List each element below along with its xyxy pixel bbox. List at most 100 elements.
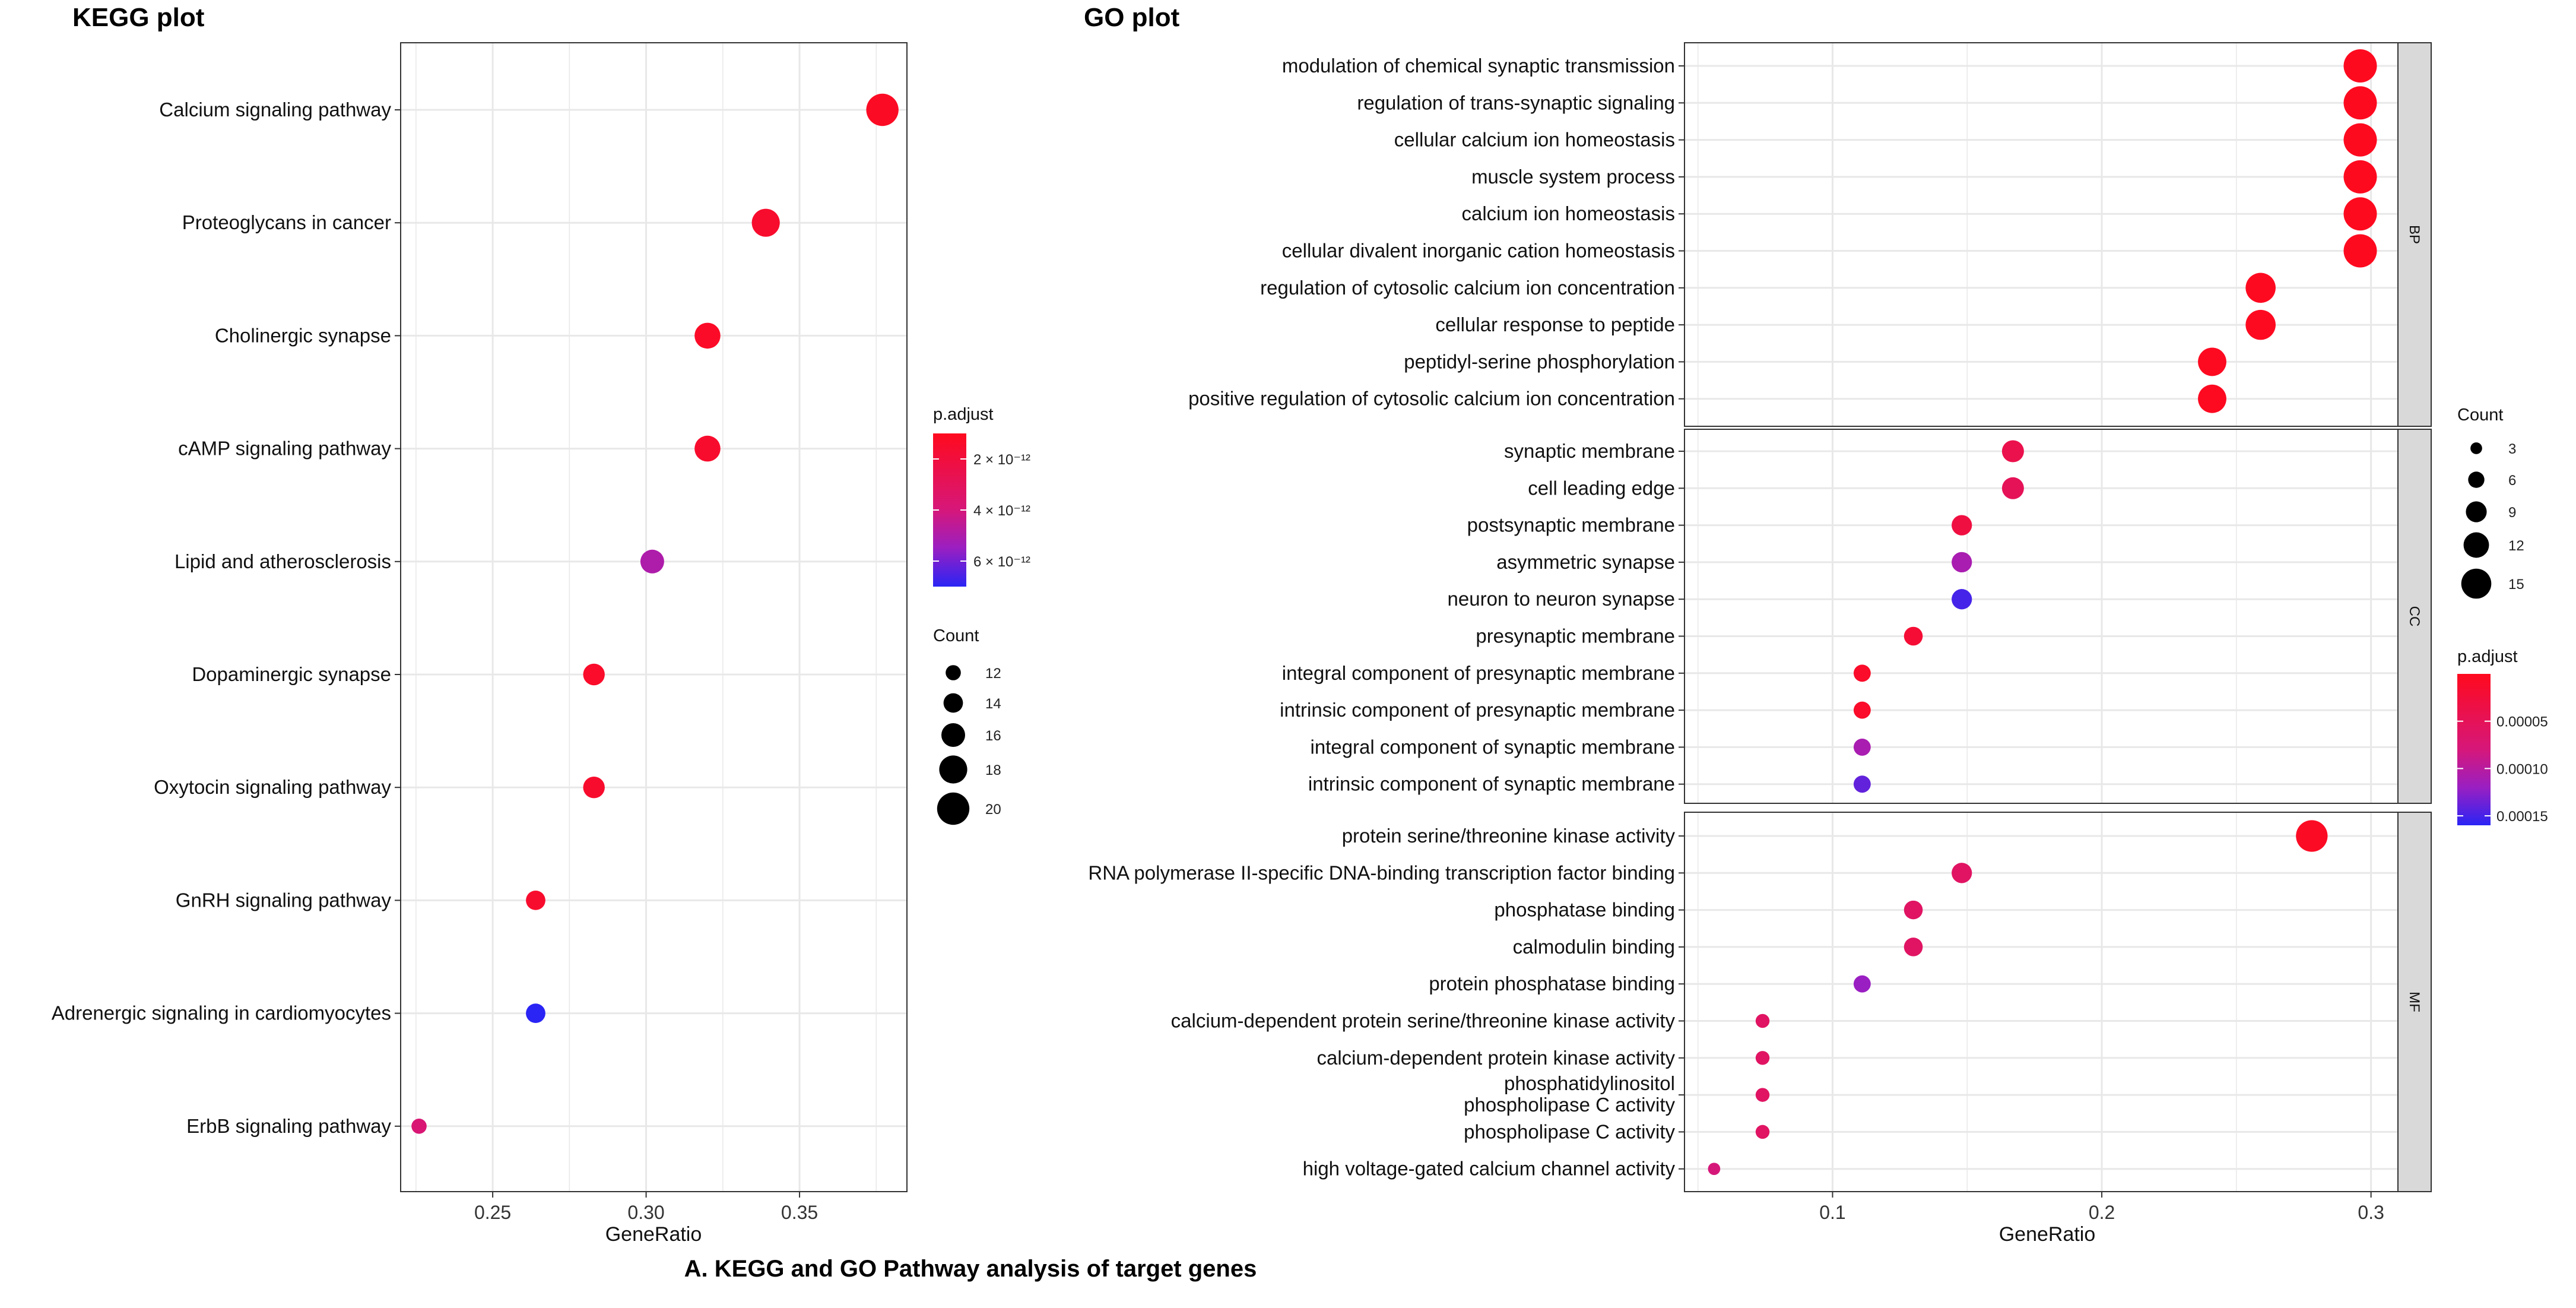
go-y-tick-label: synaptic membrane	[1504, 440, 1675, 462]
kegg-point	[526, 1003, 545, 1023]
go-point	[2198, 347, 2226, 376]
go-point	[2296, 820, 2328, 852]
go-point	[1755, 1051, 1770, 1065]
go-padj-colorbar	[2457, 674, 2491, 825]
go-point	[1853, 738, 1871, 756]
kegg-y-tick-label: Cholinergic synapse	[215, 324, 391, 346]
go-y-tick-label: high voltage-gated calcium channel activ…	[1303, 1158, 1676, 1180]
go-plot-title: GO plot	[1084, 3, 1180, 32]
go-y-tick-label: integral component of synaptic membrane	[1311, 736, 1676, 758]
kegg-count-keys: 12 14 16 18 20	[937, 665, 1001, 825]
kegg-y-tick-label: Lipid and atherosclerosis	[175, 550, 391, 572]
go-facet-strip-label: MF	[2406, 992, 2422, 1012]
go-y-tick-label: presynaptic membrane	[1476, 625, 1675, 647]
go-facet-strip	[2397, 429, 2432, 804]
go-y-tick-label: neuron to neuron synapse	[1448, 588, 1675, 610]
go-y-tick-label: phosphatase binding	[1494, 899, 1675, 921]
go-point	[2343, 49, 2377, 83]
kegg-colorbar-tick-label: 4 × 10⁻¹²	[973, 503, 1030, 519]
go-facet-border	[1684, 42, 2399, 427]
go-point	[2343, 234, 2377, 268]
kegg-y-tick-label: Dopaminergic synapse	[192, 663, 391, 685]
go-point	[1904, 626, 1923, 646]
go-y-tick-label: positive regulation of cytosolic calcium…	[1188, 388, 1675, 410]
kegg-count-key-label: 16	[985, 728, 1001, 744]
kegg-padj-legend: p.adjust 2 × 10⁻¹² 4 × 10⁻¹² 6 × 10⁻¹²	[933, 405, 1030, 587]
kegg-count-key-label: 14	[985, 696, 1001, 712]
go-y-tick-label: cellular calcium ion homeostasis	[1394, 129, 1675, 151]
kegg-count-legend-title: Count	[933, 626, 979, 645]
go-x-ticks: 0.1 0.2 0.3	[1819, 1192, 2384, 1223]
kegg-y-tick-label: Adrenergic signaling in cardiomyocytes	[52, 1002, 391, 1024]
go-y-tick-label: phospholipase C activity	[1464, 1094, 1675, 1116]
go-point	[1952, 589, 1972, 610]
kegg-point	[751, 208, 780, 237]
go-point	[2245, 273, 2276, 303]
go-point	[1853, 701, 1871, 719]
go-y-tick-label: asymmetric synapse	[1496, 551, 1675, 573]
kegg-y-tick-label: ErbB signaling pathway	[186, 1115, 391, 1137]
kegg-x-tick-label: 0.30	[627, 1202, 664, 1223]
go-point	[1755, 1125, 1770, 1139]
kegg-y-tick-label: Proteoglycans in cancer	[182, 211, 391, 233]
go-point	[1952, 863, 1972, 883]
kegg-plot-title: KEGG plot	[72, 3, 205, 32]
go-count-key-dot	[2463, 532, 2489, 558]
go-y-tick-label: protein serine/threonine kinase activity	[1342, 825, 1676, 847]
go-point	[1755, 1088, 1770, 1102]
go-colorbar-tick-label: 0.00015	[2496, 809, 2548, 825]
kegg-y-tick-label: GnRH signaling pathway	[176, 889, 392, 911]
go-colorbar-tick-label: 0.00005	[2496, 714, 2548, 730]
go-x-tick-label: 0.3	[2358, 1202, 2384, 1223]
go-y-tick-label: calcium-dependent protein kinase activit…	[1317, 1047, 1676, 1069]
kegg-plot: KEGG plot Calcium signaling pathway Prote…	[52, 3, 1030, 1246]
kegg-point	[694, 322, 721, 349]
go-point	[1755, 1014, 1770, 1028]
go-point	[2001, 477, 2024, 499]
go-count-key-label: 12	[2508, 538, 2524, 554]
kegg-x-tick-label: 0.25	[474, 1202, 511, 1223]
go-x-tick-label: 0.1	[1819, 1202, 1845, 1223]
go-padj-ticks: 0.00005 0.00010 0.00015	[2457, 714, 2548, 825]
kegg-count-key-dot	[939, 755, 967, 784]
kegg-count-key-label: 20	[985, 802, 1001, 818]
kegg-padj-ticks: 2 × 10⁻¹² 4 × 10⁻¹² 6 × 10⁻¹²	[933, 452, 1030, 570]
go-y-tick-label: calcium-dependent protein serine/threoni…	[1171, 1010, 1676, 1032]
go-padj-legend: p.adjust 0.00005 0.00010 0.00015	[2457, 647, 2548, 825]
go-point	[2343, 123, 2377, 157]
kegg-panel-border	[400, 42, 908, 1192]
kegg-padj-legend-title: p.adjust	[933, 405, 994, 424]
kegg-points	[411, 93, 899, 1134]
go-y-tick-label: muscle system process	[1471, 166, 1675, 188]
kegg-count-key-dot	[941, 723, 965, 747]
go-point	[2343, 160, 2377, 194]
kegg-y-tick-label: cAMP signaling pathway	[178, 438, 391, 460]
go-y-tick-label: phosphatidylinositol	[1504, 1072, 1675, 1094]
go-y-tick-label: modulation of chemical synaptic transmis…	[1282, 55, 1675, 77]
go-y-tick-label: integral component of presynaptic membra…	[1282, 662, 1675, 684]
go-count-legend-title: Count	[2457, 406, 2503, 425]
go-x-tick-label: 0.2	[2089, 1202, 2115, 1223]
kegg-point	[411, 1119, 427, 1134]
go-point	[1853, 664, 1871, 682]
go-point	[2001, 440, 2024, 463]
go-point	[2343, 86, 2377, 120]
go-y-tick-label: cellular divalent inorganic cation homeo…	[1282, 240, 1675, 262]
kegg-x-tick-label: 0.35	[781, 1202, 818, 1223]
kegg-point	[640, 549, 664, 574]
go-facet-bp: BP modulation of chemical synaptic transm…	[1188, 42, 2432, 427]
go-y-tick-label: cell leading edge	[1528, 477, 1675, 499]
go-y-tick-label: protein phosphatase binding	[1429, 973, 1675, 995]
go-point	[1708, 1163, 1721, 1176]
kegg-x-ticks: 0.25 0.30 0.35	[474, 1192, 818, 1223]
kegg-y-tick-label: Oxytocin signaling pathway	[154, 776, 391, 798]
go-x-axis-label: GeneRatio	[1999, 1223, 2096, 1246]
go-facet-strip	[2397, 812, 2432, 1192]
go-facet-strip-label: BP	[2406, 225, 2422, 244]
go-y-tick-label: peptidyl-serine phosphorylation	[1404, 350, 1675, 372]
kegg-count-key-dot	[937, 792, 970, 825]
go-y-tick-label: cellular response to peptide	[1435, 313, 1675, 335]
go-facets: BP modulation of chemical synaptic transm…	[1088, 42, 2432, 1192]
kegg-colorbar-tick-label: 2 × 10⁻¹²	[973, 452, 1030, 468]
